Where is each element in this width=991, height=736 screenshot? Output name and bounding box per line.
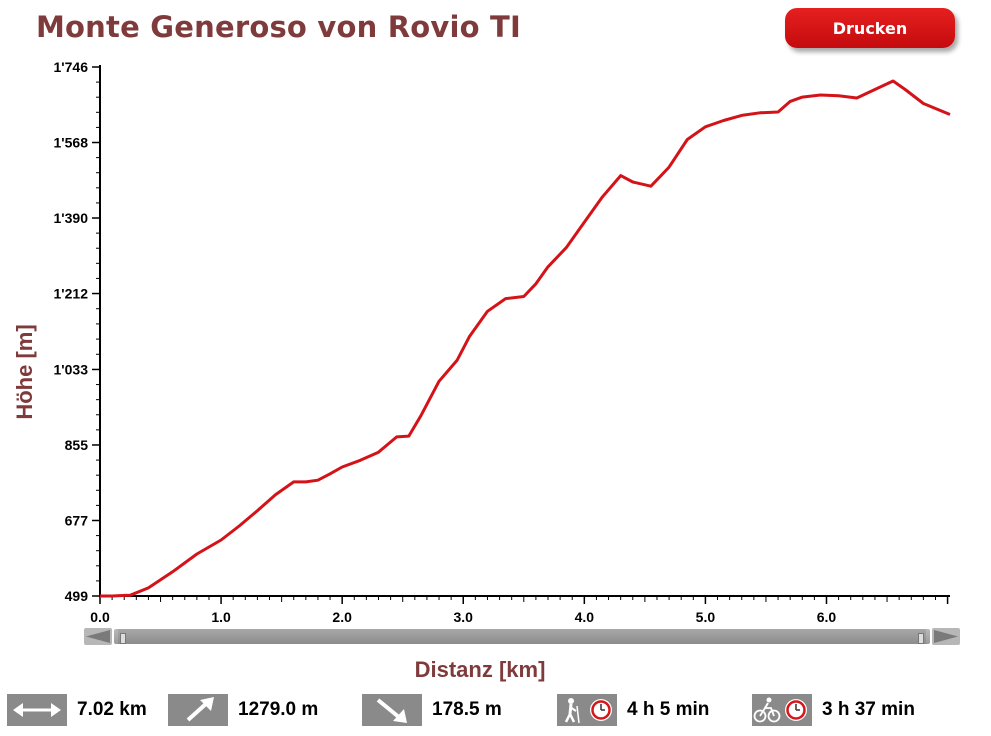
- scrollbar-thumb[interactable]: [118, 629, 926, 644]
- hiking-time-value: 4 h 5 min: [627, 699, 710, 720]
- distance-value: 7.02 km: [77, 699, 147, 720]
- stat-biking-time: 3 h 37 min: [752, 694, 915, 726]
- arrow-right-icon[interactable]: [932, 627, 960, 646]
- descent-arrow-icon: [362, 694, 422, 726]
- x-tick-label: 2.0: [332, 609, 352, 625]
- grip-right-icon[interactable]: [918, 633, 924, 644]
- distance-arrows-icon: [7, 694, 67, 726]
- x-tick-label: 6.0: [817, 609, 837, 625]
- x-tick-label: 3.0: [454, 609, 474, 625]
- descent-value: 178.5 m: [432, 699, 502, 720]
- y-tick-label: 1'212: [54, 286, 89, 302]
- stat-hiking-time: 4 h 5 min: [557, 694, 709, 726]
- stats-bar: 7.02 km 1279.0 m 178.5 m: [0, 690, 991, 730]
- hiker-clock-icon: [557, 694, 617, 726]
- ascent-arrow-icon: [168, 694, 228, 726]
- y-ticks: 499 677 855 1'033 1'212 1'390 1'568 1'746: [54, 59, 100, 604]
- x-tick-label: 0.0: [90, 609, 110, 625]
- stat-ascent: 1279.0 m: [168, 694, 318, 726]
- grip-left-icon[interactable]: [120, 633, 126, 644]
- x-axis-label: Distanz [km]: [414, 657, 546, 682]
- y-tick-label: 1'033: [54, 361, 89, 377]
- y-tick-label: 855: [65, 437, 89, 453]
- y-tick-label: 1'568: [54, 135, 89, 151]
- arrow-left-icon[interactable]: [84, 627, 112, 646]
- cyclist-clock-icon: [752, 694, 812, 726]
- x-tick-label: 5.0: [696, 609, 716, 625]
- print-button[interactable]: Drucken: [785, 8, 955, 48]
- chart-axes: [99, 65, 950, 597]
- x-tick-label: 4.0: [575, 609, 595, 625]
- x-tick-label: 1.0: [211, 609, 231, 625]
- stat-distance: 7.02 km: [7, 694, 147, 726]
- chart-series: [100, 79, 951, 598]
- y-tick-label: 1'390: [54, 210, 89, 226]
- page-title: Monte Generoso von Rovio TI: [36, 10, 522, 44]
- chart-scrollbar[interactable]: [84, 627, 960, 646]
- y-tick-label: 1'746: [54, 59, 89, 75]
- ascent-value: 1279.0 m: [238, 699, 319, 720]
- biking-time-value: 3 h 37 min: [822, 699, 915, 720]
- y-tick-label: 677: [65, 512, 89, 528]
- elevation-line: [100, 79, 951, 598]
- x-ticks: 0.0 1.0 2.0 3.0 4.0 5.0 6.0: [90, 596, 949, 625]
- y-tick-label: 499: [65, 588, 89, 604]
- elevation-profile-chart: 499 677 855 1'033 1'212 1'390 1'568 1'746 0.0 1.…: [54, 59, 951, 625]
- stat-descent: 178.5 m: [362, 694, 502, 726]
